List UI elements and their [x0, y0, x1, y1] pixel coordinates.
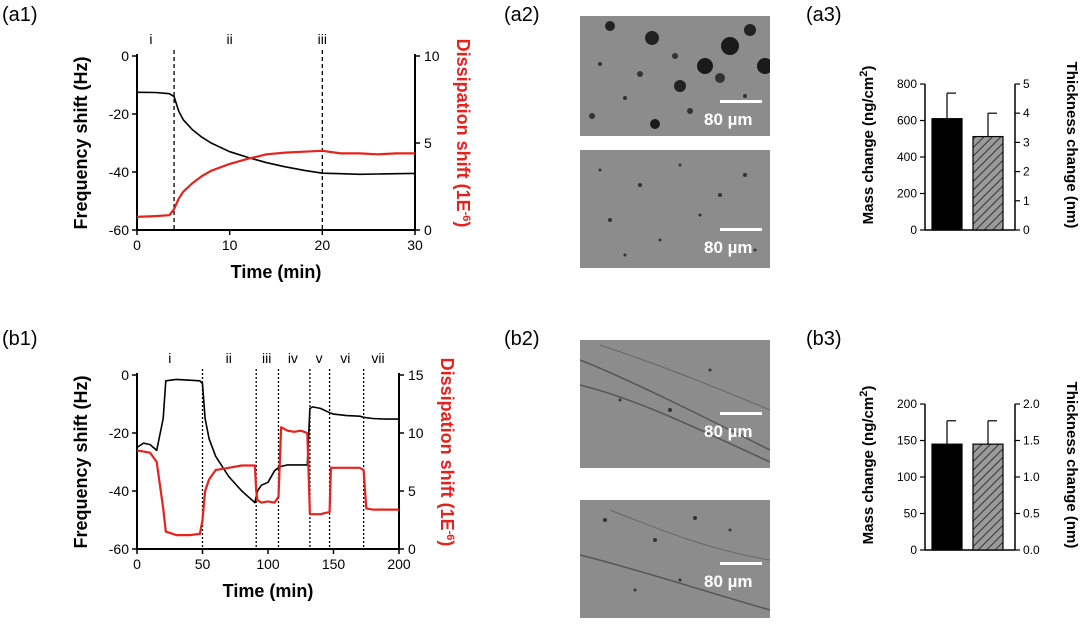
y-axis-right-title: Dissipation shift (1E-6) — [437, 358, 457, 547]
y-left-tick-label: 150 — [897, 434, 917, 448]
mass-bar — [931, 443, 963, 551]
y-axis-left-title: Frequency shift (Hz) — [71, 56, 91, 229]
x-tick-label: 0 — [133, 556, 141, 572]
dissipation-series-line — [136, 149, 415, 218]
phase-label: v — [316, 350, 323, 366]
scale-bar-label: 80 µm — [704, 422, 753, 441]
y-left-tick-label: -40 — [109, 164, 129, 180]
y-right-tick-label: 1 — [1023, 194, 1030, 208]
y-left-tick-label: 200 — [897, 397, 917, 411]
x-tick-label: 150 — [322, 556, 346, 572]
y-left-tick-label: -60 — [109, 222, 129, 238]
panel-label-a3: (a3) — [806, 4, 842, 26]
panel-label-b3: (b3) — [806, 328, 842, 350]
panel-label-b2: (b2) — [504, 328, 540, 350]
y-left-tick-label: -60 — [109, 541, 129, 557]
y-right-tick-label: 1.0 — [1023, 470, 1040, 484]
y-right-tick-label: 15 — [408, 367, 424, 383]
y-right-tick-label: 0 — [424, 222, 432, 238]
y-right-tick-label: 10 — [424, 48, 440, 64]
scale-bar — [720, 562, 762, 565]
scale-bar — [720, 100, 762, 103]
y-axis-left-title: Mass change (ng/cm2) — [858, 66, 877, 225]
y-axis-left-title: Frequency shift (Hz) — [71, 375, 91, 548]
y-left-tick-label: 0 — [121, 367, 129, 383]
y-left-tick-label: -40 — [109, 483, 129, 499]
micrograph-a2-top-texture — [589, 21, 770, 129]
x-axis-title: Time (min) — [231, 262, 322, 282]
scale-bar-label: 80 µm — [704, 238, 753, 257]
frequency-series-line — [136, 91, 416, 176]
y-right-tick-label: 0.0 — [1023, 543, 1040, 557]
y-left-tick-label: 100 — [897, 470, 917, 484]
micrograph-b2-top-texture — [580, 344, 770, 463]
x-tick-label: 100 — [256, 556, 280, 572]
micrograph-b2-bottom-texture — [580, 509, 770, 611]
panel-label-b1: (b1) — [2, 328, 38, 350]
y-left-tick-label: -20 — [109, 425, 129, 441]
micrograph-b2-bottom: 80 µm — [580, 500, 770, 618]
phase-label: i — [149, 31, 152, 47]
scale-bar — [720, 412, 762, 415]
y-left-tick-label: 600 — [897, 114, 917, 128]
scale-bar-label: 80 µm — [704, 110, 753, 129]
y-right-tick-label: 1.5 — [1023, 434, 1040, 448]
y-axis-right-title: Thickness change (nm) — [1063, 382, 1080, 549]
y-axis-right-title: Thickness change (nm) — [1063, 62, 1080, 229]
y-right-tick-label: 5 — [408, 483, 416, 499]
micrograph-a2-top: 80 µm — [580, 16, 770, 136]
phase-label: ii — [227, 31, 233, 47]
y-right-tick-label: 0 — [408, 541, 416, 557]
dissipation-series-line — [136, 426, 399, 537]
scale-bar — [720, 228, 762, 231]
x-tick-label: 30 — [407, 237, 423, 253]
x-tick-label: 200 — [387, 556, 411, 572]
x-tick-label: 20 — [315, 237, 331, 253]
y-left-tick-label: 0 — [121, 48, 129, 64]
y-left-tick-label: 50 — [904, 507, 918, 521]
y-right-tick-label: 10 — [408, 425, 424, 441]
y-left-tick-label: 800 — [897, 77, 917, 91]
phase-label: iii — [262, 350, 271, 366]
micrograph-a2-bottom-texture — [598, 163, 757, 257]
phase-label: vi — [340, 350, 350, 366]
panel-label-a1: (a1) — [2, 4, 38, 26]
phase-label: i — [168, 350, 171, 366]
y-right-tick-label: 5 — [424, 135, 432, 151]
panel-label-a2: (a2) — [504, 4, 540, 26]
thickness-bar — [972, 443, 1004, 551]
x-axis-title: Time (min) — [223, 581, 314, 601]
frequency-series-line — [136, 378, 399, 504]
thickness-bar — [972, 135, 1004, 231]
micrograph-b2-top: 80 µm — [580, 340, 770, 468]
scale-bar-label: 80 µm — [704, 572, 753, 591]
phase-label: iv — [288, 350, 298, 366]
y-right-tick-label: 2 — [1023, 165, 1030, 179]
y-right-tick-label: 0.5 — [1023, 507, 1040, 521]
y-left-tick-label: 400 — [897, 150, 917, 164]
y-axis-left-title: Mass change (ng/cm2) — [858, 386, 877, 545]
y-right-tick-label: 0 — [1023, 223, 1030, 237]
micrograph-a2-bottom: 80 µm — [580, 150, 770, 268]
y-right-tick-label: 3 — [1023, 135, 1030, 149]
phase-label: iii — [318, 31, 327, 47]
phase-label: vii — [371, 350, 384, 366]
y-left-tick-label: 0 — [910, 223, 917, 237]
x-tick-label: 50 — [195, 556, 211, 572]
y-right-tick-label: 4 — [1023, 106, 1030, 120]
y-right-tick-label: 2.0 — [1023, 397, 1040, 411]
y-left-tick-label: -20 — [109, 106, 129, 122]
phase-label: ii — [226, 350, 232, 366]
y-left-tick-label: 0 — [910, 543, 917, 557]
y-axis-right-title: Dissipation shift (1E-6) — [453, 39, 473, 228]
x-tick-label: 10 — [222, 237, 238, 253]
x-tick-label: 0 — [133, 237, 141, 253]
y-left-tick-label: 200 — [897, 187, 917, 201]
mass-bar — [931, 118, 963, 231]
y-right-tick-label: 5 — [1023, 77, 1030, 91]
